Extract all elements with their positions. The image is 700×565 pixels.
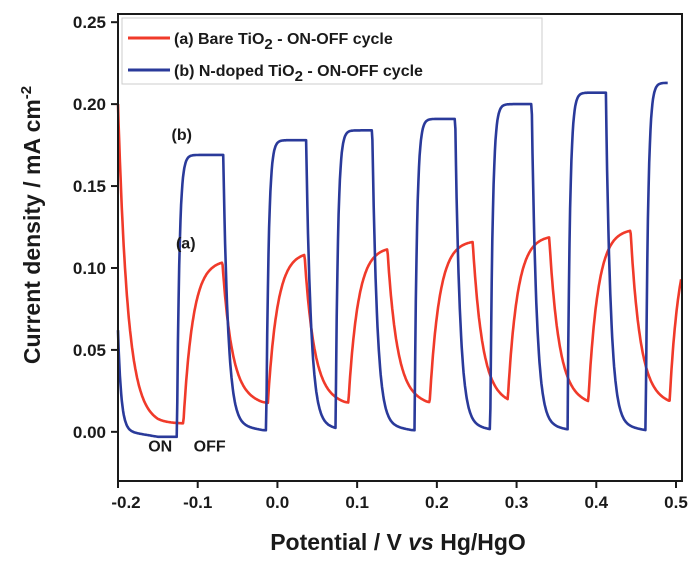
x-tick-label: 0.3 <box>505 493 529 512</box>
plot-area <box>116 81 683 439</box>
y-tick-label: 0.15 <box>73 177 106 196</box>
plot-frame <box>117 13 683 482</box>
legend-entry: (a) Bare TiO2 - ON-OFF cycle <box>174 31 393 53</box>
axes: -0.2 -0.1 0.0 0.1 0.2 0.3 0.4 0.5 0.00 0.05 0.10 0.… <box>73 13 688 512</box>
annotation-label: (b) <box>172 127 192 144</box>
x-tick-label: 0.1 <box>345 493 369 512</box>
x-tick-label: 0.5 <box>664 493 688 512</box>
annotations: (b) (a) ON OFF <box>148 127 226 455</box>
x-tick-label: 0.2 <box>425 493 449 512</box>
annotation-label: OFF <box>194 439 226 456</box>
x-axis-label: Potential / V vs Hg/HgO <box>270 529 526 555</box>
x-tick-label: -0.2 <box>111 493 140 512</box>
x-tick-label: -0.1 <box>183 493 212 512</box>
series-line-b <box>116 81 669 439</box>
x-tick-label: 0.0 <box>266 493 290 512</box>
series-line-a <box>116 104 683 425</box>
legend-entry: (b) N-doped TiO2 - ON-OFF cycle <box>174 63 423 85</box>
annotation-label: ON <box>148 439 172 456</box>
y-tick-label: 0.20 <box>73 95 106 114</box>
y-tick-label: 0.10 <box>73 259 106 278</box>
legend: (a) Bare TiO2 - ON-OFF cycle (b) N-doped … <box>121 17 543 85</box>
y-axis-label: Current density / mA cm-2 <box>18 86 45 364</box>
y-tick-label: 0.00 <box>73 423 106 442</box>
x-tick-label: 0.4 <box>584 493 608 512</box>
y-tick-label: 0.25 <box>73 13 106 32</box>
y-tick-label: 0.05 <box>73 341 106 360</box>
annotation-label: (a) <box>176 235 196 252</box>
legend-box <box>121 17 543 85</box>
